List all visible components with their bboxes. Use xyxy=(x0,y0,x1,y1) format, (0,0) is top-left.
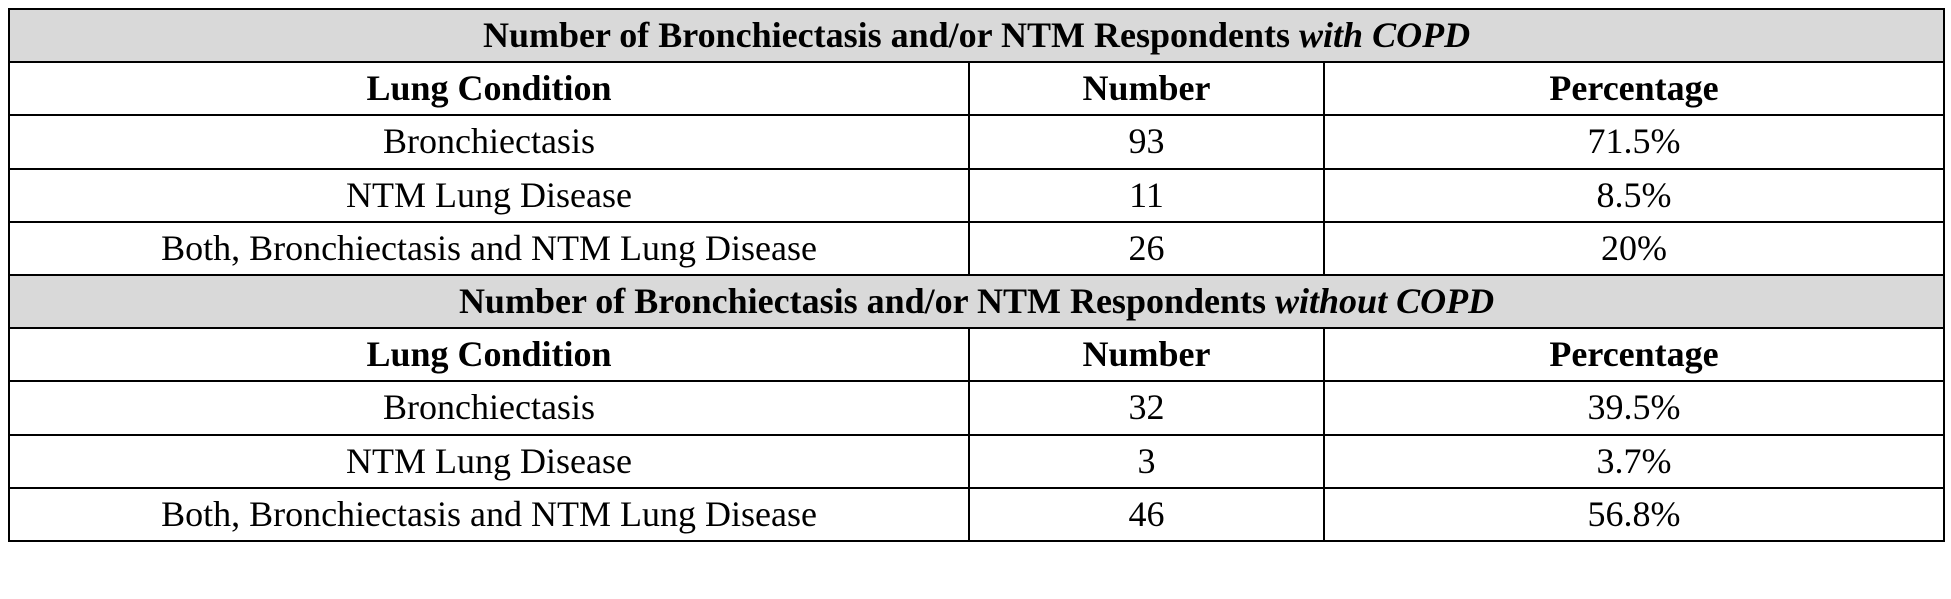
cell-number: 11 xyxy=(969,169,1324,222)
section-title-italic: without COPD xyxy=(1275,281,1494,321)
column-header-percentage: Percentage xyxy=(1324,62,1944,115)
table-row: Number of Bronchiectasis and/or NTM Resp… xyxy=(9,9,1944,62)
column-header-condition: Lung Condition xyxy=(9,328,969,381)
cell-condition: Both, Bronchiectasis and NTM Lung Diseas… xyxy=(9,488,969,541)
section-title-prefix: Number of Bronchiectasis and/or NTM Resp… xyxy=(483,15,1299,55)
cell-percentage: 8.5% xyxy=(1324,169,1944,222)
table-row: Lung Condition Number Percentage xyxy=(9,328,1944,381)
table-row: Bronchiectasis 93 71.5% xyxy=(9,115,1944,168)
column-header-condition: Lung Condition xyxy=(9,62,969,115)
table-row: Both, Bronchiectasis and NTM Lung Diseas… xyxy=(9,488,1944,541)
table-row: Bronchiectasis 32 39.5% xyxy=(9,381,1944,434)
column-header-number: Number xyxy=(969,62,1324,115)
cell-condition: Bronchiectasis xyxy=(9,381,969,434)
cell-condition: Both, Bronchiectasis and NTM Lung Diseas… xyxy=(9,222,969,275)
respondents-table: Number of Bronchiectasis and/or NTM Resp… xyxy=(8,8,1945,542)
table-row: NTM Lung Disease 3 3.7% xyxy=(9,435,1944,488)
section-title-prefix: Number of Bronchiectasis and/or NTM Resp… xyxy=(459,281,1275,321)
table-row: Lung Condition Number Percentage xyxy=(9,62,1944,115)
section-header: Number of Bronchiectasis and/or NTM Resp… xyxy=(9,275,1944,328)
section-title-italic: with COPD xyxy=(1299,15,1470,55)
cell-number: 93 xyxy=(969,115,1324,168)
column-header-percentage: Percentage xyxy=(1324,328,1944,381)
cell-condition: NTM Lung Disease xyxy=(9,169,969,222)
cell-condition: Bronchiectasis xyxy=(9,115,969,168)
table-row: NTM Lung Disease 11 8.5% xyxy=(9,169,1944,222)
section-header: Number of Bronchiectasis and/or NTM Resp… xyxy=(9,9,1944,62)
cell-number: 3 xyxy=(969,435,1324,488)
cell-number: 32 xyxy=(969,381,1324,434)
cell-percentage: 39.5% xyxy=(1324,381,1944,434)
cell-percentage: 20% xyxy=(1324,222,1944,275)
cell-number: 46 xyxy=(969,488,1324,541)
cell-percentage: 56.8% xyxy=(1324,488,1944,541)
cell-number: 26 xyxy=(969,222,1324,275)
column-header-number: Number xyxy=(969,328,1324,381)
cell-percentage: 3.7% xyxy=(1324,435,1944,488)
table-row: Number of Bronchiectasis and/or NTM Resp… xyxy=(9,275,1944,328)
table-row: Both, Bronchiectasis and NTM Lung Diseas… xyxy=(9,222,1944,275)
cell-condition: NTM Lung Disease xyxy=(9,435,969,488)
cell-percentage: 71.5% xyxy=(1324,115,1944,168)
